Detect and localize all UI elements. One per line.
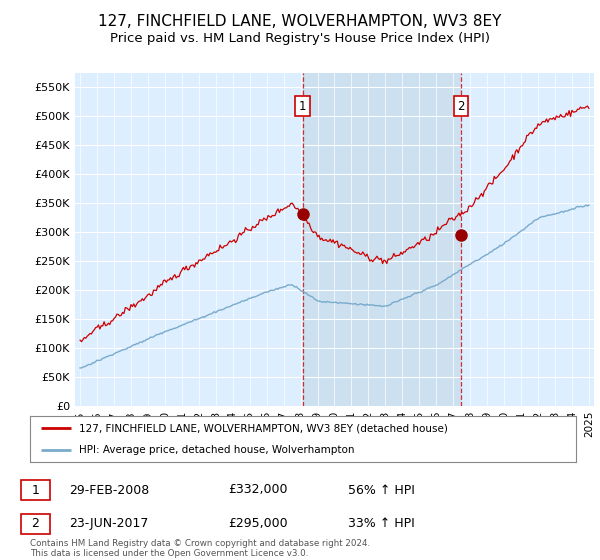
Text: Contains HM Land Registry data © Crown copyright and database right 2024.
This d: Contains HM Land Registry data © Crown c… (30, 539, 370, 558)
Text: 33% ↑ HPI: 33% ↑ HPI (348, 517, 415, 530)
Text: 2: 2 (31, 517, 40, 530)
Text: 23-JUN-2017: 23-JUN-2017 (69, 517, 148, 530)
Text: £332,000: £332,000 (228, 483, 287, 497)
Text: 127, FINCHFIELD LANE, WOLVERHAMPTON, WV3 8EY (detached house): 127, FINCHFIELD LANE, WOLVERHAMPTON, WV3… (79, 423, 448, 433)
Text: 2: 2 (457, 100, 465, 113)
Text: 56% ↑ HPI: 56% ↑ HPI (348, 483, 415, 497)
Text: Price paid vs. HM Land Registry's House Price Index (HPI): Price paid vs. HM Land Registry's House … (110, 32, 490, 45)
Text: 127, FINCHFIELD LANE, WOLVERHAMPTON, WV3 8EY: 127, FINCHFIELD LANE, WOLVERHAMPTON, WV3… (98, 14, 502, 29)
Text: 1: 1 (299, 100, 307, 113)
Text: 1: 1 (31, 483, 40, 497)
Text: 29-FEB-2008: 29-FEB-2008 (69, 483, 149, 497)
Text: £295,000: £295,000 (228, 517, 287, 530)
Text: HPI: Average price, detached house, Wolverhampton: HPI: Average price, detached house, Wolv… (79, 445, 355, 455)
Bar (302, 73, 461, 406)
